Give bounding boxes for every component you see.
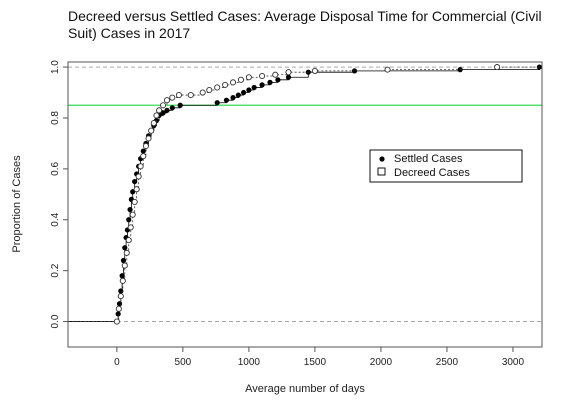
y-axis-label: Proportion of Cases [11,155,23,253]
decreed-point-20 [160,102,167,109]
settled-point-13 [132,178,138,185]
decreed-point-15 [145,135,152,142]
x-axis-label: Average number of days [245,383,365,395]
decreed-point-22 [169,94,176,101]
settled-point-2 [116,301,123,307]
decreed-point-24 [187,92,194,99]
decreed-point-17 [150,120,157,127]
x-tick-label-6: 3000 [502,357,525,368]
plot-layer [68,64,542,325]
decreed-point-7 [127,224,134,231]
decreed-point-37 [494,64,501,71]
decreed-point-19 [156,107,163,114]
settled-point-4 [119,273,125,279]
settled-point-3 [118,288,124,294]
legend-settled-marker [379,156,385,162]
decreed-point-16 [148,127,155,134]
decreed-point-28 [222,81,229,88]
settled-point-25 [164,107,170,113]
decreed-point-33 [272,71,279,78]
settled-point-9 [126,217,132,223]
decreed-point-23 [175,92,182,99]
settled-point-33 [246,87,252,93]
legend-decreed-label: Decreed Cases [394,167,470,179]
decreed-point-26 [206,86,213,94]
settled-point-6 [122,245,128,251]
settled-point-34 [251,84,257,91]
settled-point-36 [267,79,273,85]
settled-point-27 [177,102,183,108]
settled-point-17 [140,148,146,154]
decreed-point-35 [311,67,318,74]
x-tick-label-2: 1000 [238,357,261,368]
axes-layer: 0 500 1000 1500 2000 2500 3000 0.0 0.2 0.4 0.6 0.8 1… [50,60,525,368]
settled-point-29 [223,97,230,103]
settled-point-35 [259,82,265,88]
decreed-point-5 [123,249,130,256]
decreed-point-13 [140,153,147,160]
decreed-point-1 [115,305,122,312]
decreed-point-3 [119,277,126,284]
settled-point-10 [127,206,133,213]
decreed-point-27 [214,84,221,91]
plot-frame [67,61,543,348]
decreed-point-0 [113,318,120,325]
decreed-point-12 [137,163,144,170]
legend: Settled Cases Decreed Cases [369,149,523,183]
decreed-point-25 [199,89,206,96]
decreed-point-34 [285,69,292,76]
chart-title: Decreed versus Settled Cases: Average Di… [68,8,542,41]
settled-point-26 [169,105,175,111]
decreed-point-11 [135,173,142,180]
y-tick-label-2: 0.4 [50,212,61,226]
settled-point-31 [235,92,241,98]
decreed-point-2 [117,293,124,300]
y-tick-label-4: 0.8 [50,111,61,125]
settled-point-38 [285,74,292,80]
legend-box [369,149,523,183]
decreed-point-14 [142,142,149,150]
decreed-point-10 [133,186,140,193]
settled-point-37 [275,77,281,83]
legend-settled-label: Settled Cases [394,153,463,165]
decreed-point-31 [245,74,252,81]
decreed-point-4 [121,262,128,269]
settled-point-32 [241,89,247,96]
decreed-point-30 [237,76,245,83]
y-tick-label-1: 0.2 [50,263,61,277]
decreed-point-32 [259,72,266,80]
y-tick-label-3: 0.6 [50,161,61,175]
x-tick-label-3: 1500 [304,357,327,368]
x-tick-label-4: 2000 [370,357,393,368]
decreed-point-9 [131,198,138,206]
settled-point-5 [120,257,127,264]
decreed-point-8 [129,211,136,218]
decreed-point-21 [163,97,171,104]
y-tick-label-5: 1.0 [50,60,61,74]
x-tick-label-5: 2500 [436,357,459,368]
decreed-point-18 [153,112,160,119]
x-tick-label-1: 500 [175,357,192,368]
settled-point-30 [230,95,236,101]
y-tick-label-0: 0.0 [50,314,61,328]
settled-point-28 [214,100,220,106]
decreed-point-6 [125,237,132,244]
settled-point-1 [115,311,121,317]
x-tick-label-0: 0 [114,357,120,368]
legend-decreed-marker [377,167,386,176]
decreed-point-29 [229,79,237,86]
decreed-point-36 [384,66,391,73]
